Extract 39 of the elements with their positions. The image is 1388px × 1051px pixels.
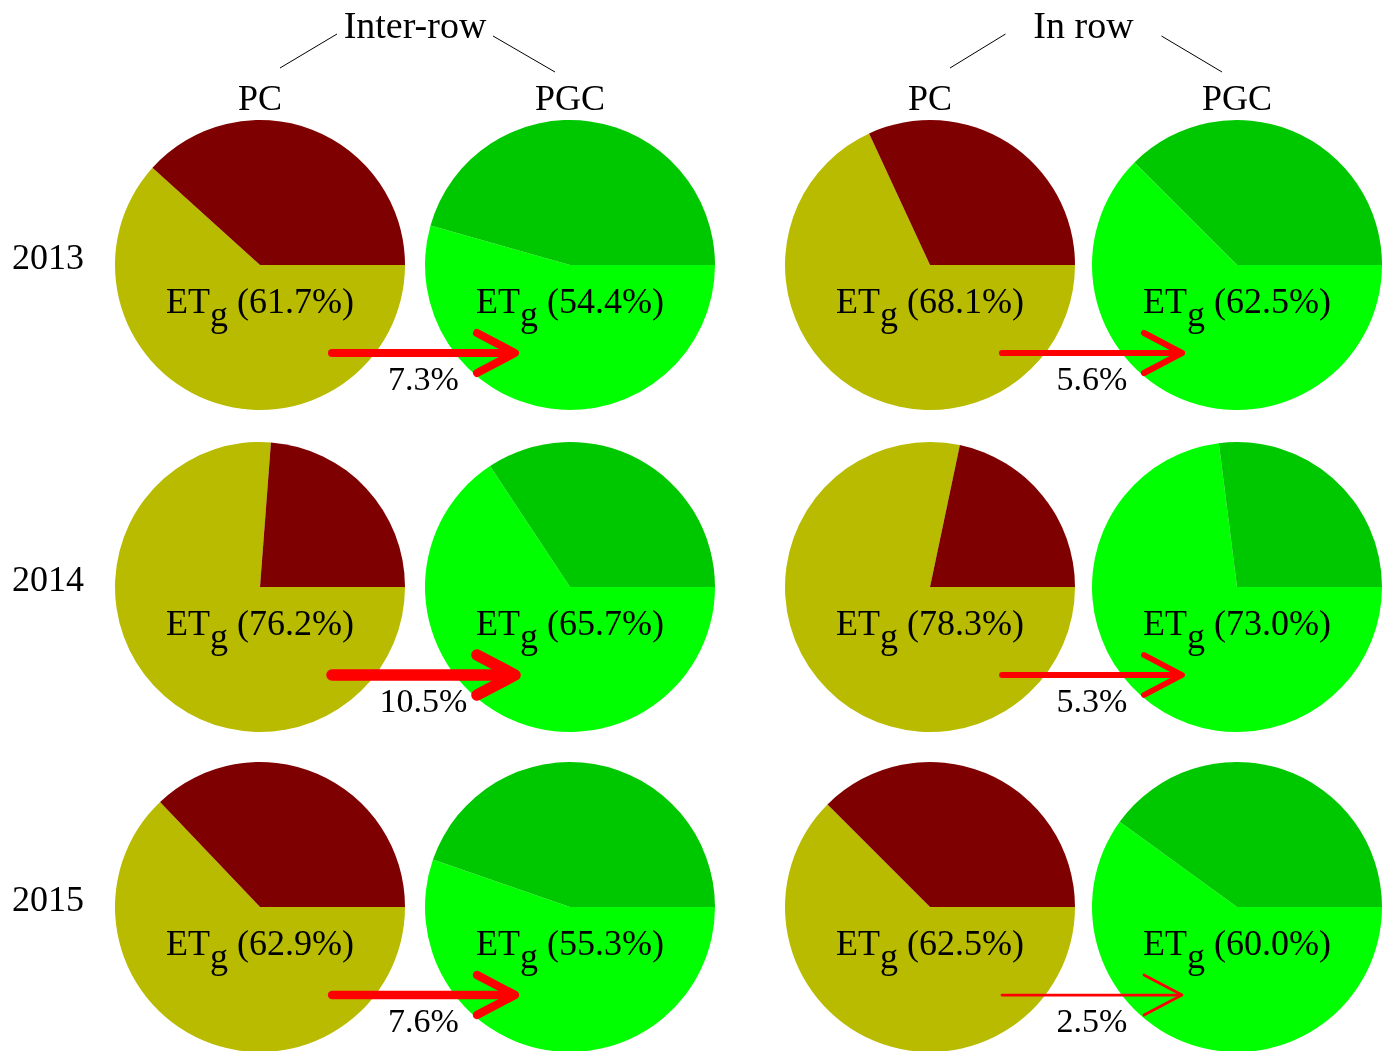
pie-slice xyxy=(827,762,1075,907)
pie-slice xyxy=(260,442,405,587)
data-label: (55.3%) xyxy=(538,923,664,963)
text: 2.5% xyxy=(1056,1002,1128,1039)
pie-slice xyxy=(930,445,1075,587)
text: 2013 xyxy=(12,237,84,277)
pie-slice xyxy=(430,120,715,265)
pie-slice xyxy=(869,120,1075,265)
chart-title: PC xyxy=(907,78,953,118)
text: Inter-row xyxy=(343,4,487,46)
data-label: (62.9%) xyxy=(228,923,354,963)
text: 7.3% xyxy=(388,360,459,397)
pie-slice xyxy=(152,120,405,265)
chart-title: PGC xyxy=(534,78,606,118)
text: 2015 xyxy=(12,879,84,919)
data-label: (61.7%) xyxy=(228,281,354,321)
data-label: (73.0%) xyxy=(1205,603,1331,643)
data-label: (68.1%) xyxy=(898,281,1024,321)
text: 7.6% xyxy=(388,1002,459,1039)
pie-slice xyxy=(1134,120,1382,265)
data-label: (65.7%) xyxy=(538,603,664,643)
text: 2014 xyxy=(12,559,84,599)
data-label: (78.3%) xyxy=(898,603,1024,643)
data-label: (54.4%) xyxy=(538,281,664,321)
data-label: (62.5%) xyxy=(1205,281,1331,321)
data-label: (62.5%) xyxy=(898,923,1024,963)
chart-title: PGC xyxy=(1201,78,1273,118)
chart-title: PC xyxy=(237,78,283,118)
pie-slice xyxy=(160,762,405,907)
pie-slice xyxy=(1218,442,1382,587)
text: 5.3% xyxy=(1056,682,1128,719)
data-label: (76.2%) xyxy=(228,603,354,643)
pie-slice xyxy=(1119,762,1382,907)
text: 10.5% xyxy=(379,682,468,719)
pie-slice xyxy=(432,762,715,907)
text: In row xyxy=(1033,4,1135,46)
data-label: (60.0%) xyxy=(1205,923,1331,963)
text: 5.6% xyxy=(1056,360,1128,397)
pie-slice xyxy=(490,442,715,587)
